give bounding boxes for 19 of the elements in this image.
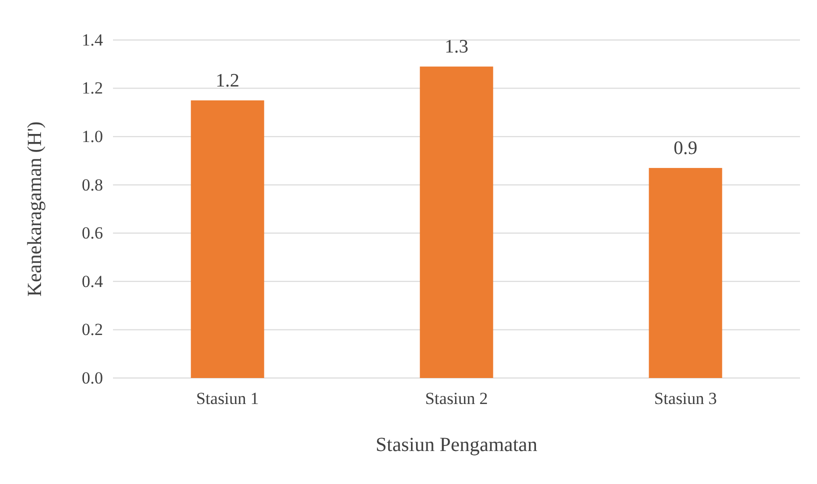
y-tick-label: 0.8	[82, 175, 103, 194]
y-tick-label: 0.2	[82, 320, 103, 340]
x-tick-label: Stasiun 3	[654, 389, 717, 408]
bar	[420, 66, 494, 378]
y-tick-label: 0.0	[82, 368, 103, 388]
data-label: 1.2	[216, 70, 240, 92]
y-tick-label: 1.0	[82, 127, 103, 146]
y-tick-label: 0.6	[82, 224, 103, 243]
bar	[648, 168, 722, 378]
x-tick-label: Stasiun 1	[196, 389, 259, 408]
y-tick-label: 1.4	[82, 30, 104, 50]
y-axis-title: Keanekaragaman (H')	[24, 121, 46, 297]
bar	[190, 100, 264, 378]
x-axis-title: Stasiun Pengamatan	[376, 434, 538, 456]
y-tick-label: 1.2	[82, 78, 103, 98]
x-tick-label: Stasiun 2	[425, 389, 488, 408]
data-label: 1.3	[444, 36, 468, 58]
data-label: 0.9	[674, 138, 698, 159]
y-tick-label: 0.4	[82, 272, 104, 291]
